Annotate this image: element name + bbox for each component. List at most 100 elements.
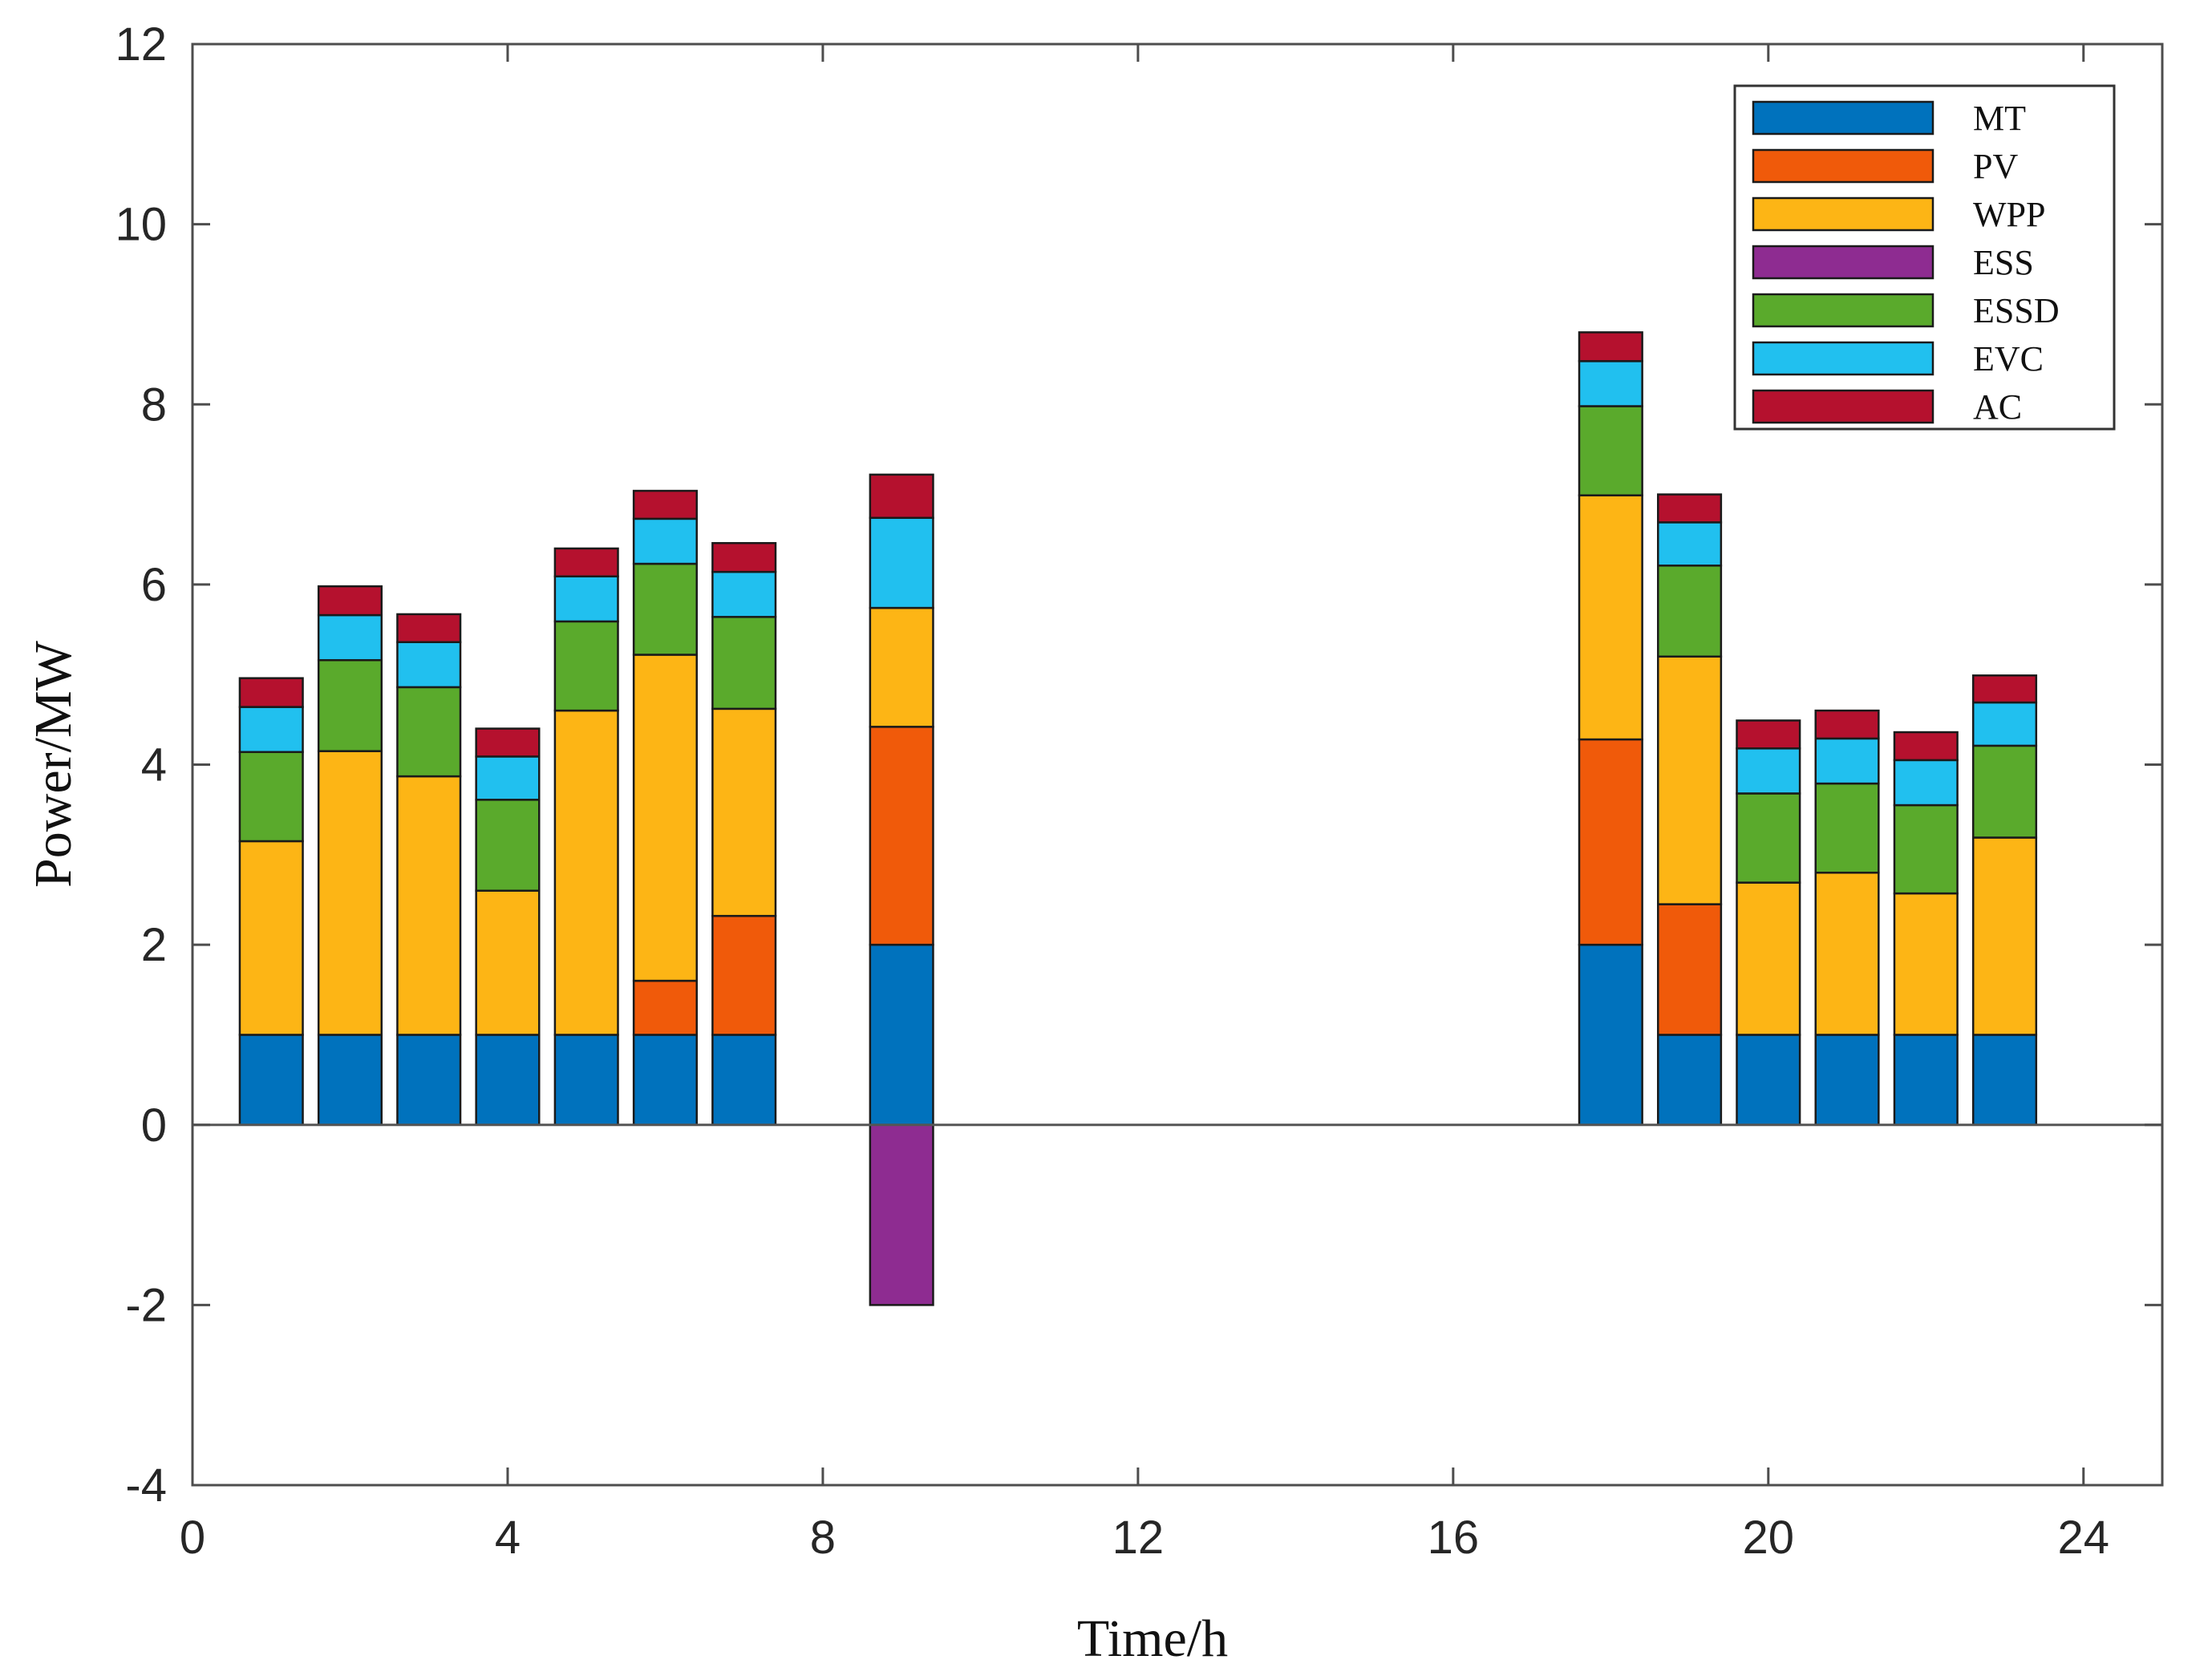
bar-segment-ac-t18	[1578, 331, 1643, 362]
bar-segment-ac-t7	[711, 541, 777, 573]
legend-swatch-wpp	[1752, 196, 1934, 232]
legend-label-evc: EVC	[1973, 339, 2044, 379]
bar-segment-mt-t21	[1814, 1034, 1880, 1126]
bar-segment-ac-t2	[317, 585, 383, 617]
x-axis-label: Time/h	[1077, 1609, 1228, 1668]
bar-segment-mt-t7	[711, 1034, 777, 1126]
bar-segment-evc-t5	[553, 575, 619, 623]
legend-label-wpp: WPP	[1973, 195, 2045, 234]
bar-segment-essd-t7	[711, 616, 777, 710]
bar-segment-essd-t19	[1657, 565, 1723, 658]
bar-segment-evc-t6	[632, 517, 698, 565]
bar-segment-evc-t22	[1893, 759, 1959, 807]
y-tick-label: 12	[115, 18, 167, 71]
bar-segment-pv-t6	[632, 979, 698, 1036]
bar-segment-evc-t18	[1578, 360, 1643, 407]
y-tick-label: -4	[125, 1459, 167, 1512]
legend-label-essd: ESSD	[1973, 291, 2060, 330]
x-tick-label: 0	[180, 1512, 205, 1564]
bar-segment-essd-t23	[1971, 744, 2038, 839]
y-axis-label: Power/MW	[24, 640, 83, 888]
bar-segment-mt-t19	[1657, 1034, 1723, 1126]
bar-segment-essd-t3	[396, 686, 462, 778]
bar-segment-essd-t2	[317, 658, 383, 752]
bar-segment-ac-t19	[1657, 493, 1723, 524]
bar-segment-wpp-t20	[1736, 881, 1801, 1036]
y-tick-label: 4	[141, 739, 167, 791]
bar-segment-essd-t6	[632, 562, 698, 656]
bar-segment-wpp-t9	[869, 606, 934, 728]
bar-segment-mt-t1	[238, 1034, 304, 1126]
legend-swatch-essd	[1752, 293, 1934, 328]
bar-segment-ac-t6	[632, 489, 698, 520]
bar-segment-mt-t20	[1736, 1034, 1801, 1126]
bars-layer	[238, 331, 2038, 1306]
legend-label-mt: MT	[1973, 99, 2026, 138]
bar-segment-ac-t1	[238, 677, 304, 708]
bar-segment-mt-t18	[1578, 943, 1643, 1126]
y-tick-label: 0	[141, 1099, 167, 1152]
bar-segment-wpp-t5	[553, 709, 619, 1036]
bar-segment-pv-t9	[869, 726, 934, 946]
bar-segment-wpp-t6	[632, 654, 698, 982]
x-tick-label: 12	[1112, 1512, 1165, 1564]
legend-swatch-mt	[1752, 100, 1934, 136]
bar-segment-evc-t23	[1971, 701, 2038, 747]
bar-segment-essd-t4	[475, 799, 541, 892]
legend-swatch-ac	[1752, 389, 1934, 424]
x-tick-label: 24	[2058, 1512, 2110, 1564]
legend-label-pv: PV	[1973, 147, 2018, 186]
bar-segment-evc-t21	[1814, 737, 1880, 785]
legend-label-ess: ESS	[1973, 243, 2034, 282]
x-tick-label: 20	[1743, 1512, 1795, 1564]
bar-segment-mt-t3	[396, 1034, 462, 1126]
bar-segment-wpp-t22	[1893, 892, 1959, 1036]
bar-segment-wpp-t1	[238, 840, 304, 1036]
x-tick-label: 4	[495, 1512, 521, 1564]
bar-segment-wpp-t18	[1578, 494, 1643, 741]
bar-segment-wpp-t4	[475, 889, 541, 1036]
bar-segment-mt-t22	[1893, 1034, 1959, 1126]
bar-segment-evc-t2	[317, 613, 383, 662]
x-tick-label: 8	[810, 1512, 836, 1564]
x-tick-label: 16	[1428, 1512, 1480, 1564]
bar-segment-ac-t22	[1893, 731, 1959, 762]
bar-segment-ac-t9	[869, 473, 934, 520]
legend-swatch-pv	[1752, 148, 1934, 184]
bar-segment-ac-t5	[553, 547, 619, 578]
bar-segment-mt-t6	[632, 1034, 698, 1126]
bar-segment-essd-t5	[553, 620, 619, 712]
bar-segment-ac-t20	[1736, 719, 1801, 750]
bar-segment-wpp-t7	[711, 707, 777, 917]
bar-segment-evc-t20	[1736, 747, 1801, 795]
y-tick-label: 10	[115, 199, 167, 251]
bar-segment-essd-t1	[238, 751, 304, 843]
y-tick-label: -2	[125, 1279, 167, 1331]
bar-segment-ess-t9	[869, 1123, 934, 1306]
bar-segment-pv-t7	[711, 914, 777, 1036]
legend-label-ac: AC	[1973, 387, 2022, 427]
bar-segment-evc-t7	[711, 570, 777, 618]
bar-segment-essd-t21	[1814, 782, 1880, 874]
bar-segment-evc-t9	[869, 516, 934, 609]
bar-segment-mt-t23	[1971, 1034, 2038, 1126]
bar-segment-essd-t20	[1736, 792, 1801, 884]
bar-segment-wpp-t23	[1971, 836, 2038, 1036]
y-tick-label: 6	[141, 559, 167, 611]
y-tick-label: 2	[141, 919, 167, 971]
bar-segment-evc-t1	[238, 706, 304, 754]
bar-segment-ac-t3	[396, 613, 462, 644]
ticks-layer	[191, 43, 2162, 1487]
bar-segment-evc-t4	[475, 755, 541, 801]
bar-segment-ac-t23	[1971, 674, 2038, 704]
bar-segment-evc-t3	[396, 641, 462, 689]
bar-segment-wpp-t19	[1657, 655, 1723, 905]
bar-segment-wpp-t2	[317, 750, 383, 1036]
bar-segment-pv-t18	[1578, 738, 1643, 946]
bar-segment-pv-t19	[1657, 903, 1723, 1036]
bar-segment-mt-t2	[317, 1034, 383, 1126]
legend-swatch-evc	[1752, 341, 1934, 376]
